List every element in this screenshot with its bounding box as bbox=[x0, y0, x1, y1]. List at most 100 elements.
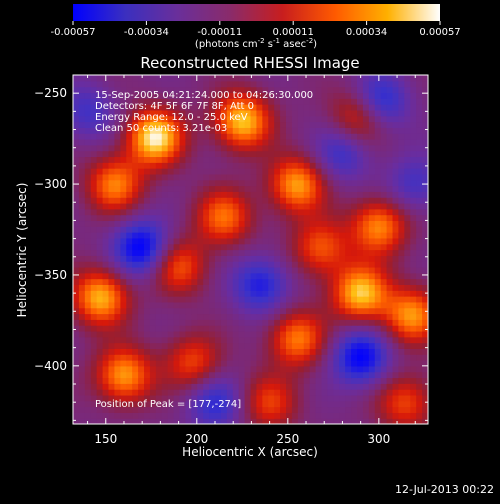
heatmap-cell bbox=[102, 296, 110, 303]
heatmap-cell bbox=[197, 383, 204, 390]
heatmap-cell bbox=[155, 290, 163, 297]
heatmap-cell bbox=[209, 127, 216, 134]
heatmap-cell bbox=[398, 115, 405, 123]
heatmap-cell bbox=[416, 150, 423, 158]
heatmap-cell bbox=[144, 214, 151, 222]
heatmap-cell bbox=[327, 272, 334, 280]
heatmap-cell bbox=[410, 133, 417, 140]
heatmap-cell bbox=[422, 168, 428, 175]
heatmap-cell bbox=[398, 394, 405, 402]
heatmap-cell bbox=[126, 162, 133, 169]
heatmap-cell bbox=[102, 144, 110, 152]
heatmap-cell bbox=[280, 313, 287, 320]
heatmap-cell bbox=[339, 365, 346, 373]
heatmap-cell bbox=[120, 168, 127, 175]
heatmap-cell bbox=[404, 185, 411, 192]
heatmap-cell bbox=[203, 325, 210, 332]
heatmap-cell bbox=[256, 255, 263, 262]
heatmap-cell bbox=[108, 336, 116, 344]
heatmap-cell bbox=[392, 418, 400, 424]
heatmap-cell bbox=[256, 400, 263, 408]
heatmap-cell bbox=[155, 389, 163, 396]
heatmap-cell bbox=[144, 243, 151, 251]
heatmap-cell bbox=[404, 80, 411, 88]
heatmap-cell bbox=[149, 330, 157, 338]
heatmap-cell bbox=[114, 255, 121, 262]
heatmap-cell bbox=[114, 365, 121, 373]
heatmap-cell bbox=[238, 191, 246, 198]
heatmap-cell bbox=[339, 412, 346, 419]
heatmap-cell bbox=[144, 109, 151, 117]
heatmap-cell bbox=[191, 109, 198, 117]
heatmap-cell bbox=[339, 179, 346, 187]
heatmap-cell bbox=[238, 342, 246, 349]
heatmap-cell bbox=[197, 348, 204, 355]
heatmap-cell bbox=[114, 197, 121, 204]
heatmap-cell bbox=[321, 266, 329, 274]
heatmap-cell bbox=[138, 278, 145, 285]
heatmap-cell bbox=[268, 168, 275, 175]
heatmap-cell bbox=[155, 133, 163, 140]
heatmap-cell bbox=[155, 92, 163, 99]
heatmap-cell bbox=[114, 191, 121, 198]
heatmap-cell bbox=[291, 389, 299, 396]
heatmap-cell bbox=[173, 284, 181, 291]
heatmap-cell bbox=[339, 138, 346, 146]
heatmap-cell bbox=[179, 162, 187, 169]
heatmap-cell bbox=[238, 75, 246, 82]
heatmap-cell bbox=[238, 255, 246, 262]
heatmap-cell bbox=[374, 75, 382, 82]
heatmap-cell bbox=[392, 86, 400, 94]
heatmap-cell bbox=[321, 278, 329, 285]
heatmap-cell bbox=[410, 319, 417, 326]
heatmap-cell bbox=[90, 237, 98, 245]
heatmap-cell bbox=[114, 208, 121, 216]
heatmap-cell bbox=[268, 133, 275, 140]
heatmap-cell bbox=[345, 389, 352, 396]
heatmap-cell bbox=[215, 232, 222, 239]
heatmap-cell bbox=[357, 255, 364, 262]
heatmap-cell bbox=[297, 266, 305, 274]
heatmap-cell bbox=[362, 406, 370, 413]
heatmap-cell bbox=[209, 394, 216, 402]
heatmap-cell bbox=[280, 80, 287, 88]
heatmap-cell bbox=[185, 371, 192, 379]
heatmap-cell bbox=[327, 208, 334, 216]
heatmap-cell bbox=[220, 301, 228, 309]
heatmap-cell bbox=[78, 371, 86, 379]
heatmap-cell bbox=[102, 214, 110, 222]
heatmap-cell bbox=[291, 296, 299, 303]
heatmap-cell bbox=[404, 168, 411, 175]
heatmap-cell bbox=[327, 266, 334, 274]
heatmap-cell bbox=[351, 342, 358, 349]
heatmap-cell bbox=[197, 394, 204, 402]
heatmap-cell bbox=[315, 92, 323, 99]
heatmap-cell bbox=[392, 138, 400, 146]
heatmap-cell bbox=[392, 214, 400, 222]
heatmap-cell bbox=[197, 360, 204, 367]
heatmap-cell bbox=[209, 104, 216, 111]
heatmap-cell bbox=[185, 284, 192, 291]
heatmap-cell bbox=[327, 197, 334, 204]
heatmap-cell bbox=[191, 197, 198, 204]
heatmap-cell bbox=[120, 330, 127, 338]
heatmap-cell bbox=[84, 307, 92, 315]
heatmap-cell bbox=[321, 296, 329, 303]
heatmap-cell bbox=[374, 156, 382, 163]
heatmap-cell bbox=[286, 249, 293, 256]
heatmap-cell bbox=[149, 98, 157, 105]
heatmap-cell bbox=[416, 133, 423, 140]
heatmap-cell bbox=[232, 191, 240, 198]
heatmap-cell bbox=[209, 360, 216, 367]
heatmap-cell bbox=[108, 237, 116, 245]
heatmap-cell bbox=[209, 173, 216, 181]
heatmap-cell bbox=[203, 261, 210, 268]
heatmap-cell bbox=[238, 173, 246, 181]
heatmap-cell bbox=[220, 232, 228, 239]
heatmap-cell bbox=[268, 406, 275, 413]
heatmap-cell bbox=[226, 290, 234, 297]
heatmap-cell bbox=[333, 191, 340, 198]
heatmap-cell bbox=[238, 249, 246, 256]
heatmap-cell bbox=[191, 325, 198, 332]
heatmap-cell bbox=[392, 144, 400, 152]
